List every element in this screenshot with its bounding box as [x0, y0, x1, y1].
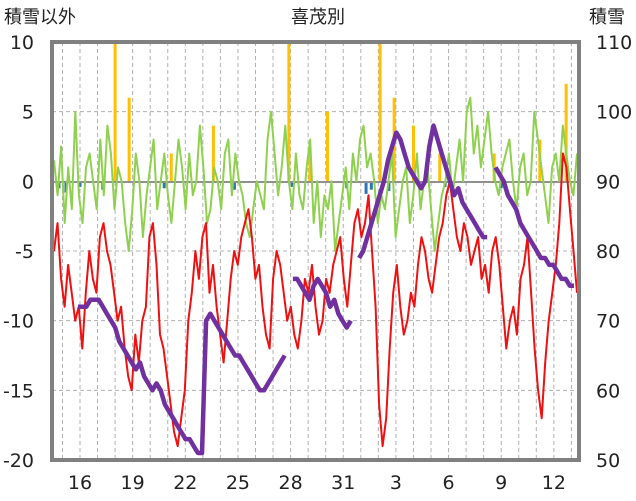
right-tick-label: 60 [596, 380, 620, 402]
bar [564, 83, 568, 182]
bar [169, 153, 173, 182]
right-tick-label: 90 [596, 171, 620, 193]
bar [364, 181, 368, 194]
bar [211, 125, 215, 182]
right-ticks: 110 100 90 80 70 60 50 [596, 32, 632, 472]
x-tick-label: 22 [173, 472, 197, 494]
left-tick-label: -20 [3, 450, 34, 472]
left-tick-label: -15 [3, 380, 34, 402]
x-tick-label: 6 [443, 472, 455, 494]
bar [162, 181, 166, 189]
x-tick-label: 31 [331, 472, 355, 494]
bar [64, 181, 68, 193]
bar [308, 146, 312, 182]
bar [113, 42, 117, 182]
plot-frame [50, 40, 581, 462]
bar [232, 181, 236, 190]
bar [78, 181, 82, 187]
left-tick-label: -5 [15, 241, 34, 263]
series-line-temp_min [53, 152, 578, 448]
bar [127, 97, 131, 182]
right-tick-label: 80 [596, 241, 620, 263]
x-tick-label: 19 [121, 472, 145, 494]
grid [52, 42, 579, 460]
bar [499, 181, 503, 189]
left-tick-label: 10 [10, 32, 34, 54]
left-tick-label: 0 [22, 171, 34, 193]
x-ticks: 16 19 22 25 28 31 3 6 9 12 [68, 472, 566, 494]
series-lines [53, 96, 578, 456]
x-tick-label: 28 [279, 472, 303, 494]
right-axis-label: 積雪 [589, 7, 625, 28]
left-axis-label: 積雪以外 [4, 7, 76, 28]
series-line-snow_depth [78, 123, 574, 456]
right-tick-label: 70 [596, 311, 620, 333]
x-tick-label: 25 [226, 472, 250, 494]
bar [411, 125, 415, 182]
bar [378, 42, 382, 182]
bar [387, 181, 391, 192]
chart-title: 喜茂別 [291, 7, 345, 28]
left-tick-label: -10 [3, 311, 34, 333]
bar [325, 111, 329, 182]
right-tick-label: 110 [596, 32, 632, 54]
bar [369, 181, 373, 190]
x-tick-label: 16 [68, 472, 92, 494]
bar [290, 181, 294, 187]
right-tick-label: 50 [596, 450, 620, 472]
left-tick-label: 5 [22, 102, 34, 124]
x-tick-label: 3 [390, 472, 402, 494]
left-ticks: 10 5 0 -5 -10 -15 -20 [3, 32, 34, 472]
x-tick-label: 9 [495, 472, 507, 494]
bar [287, 42, 291, 182]
bar [438, 153, 442, 182]
right-tick-label: 100 [596, 102, 632, 124]
series-line-temp_max [53, 96, 578, 252]
x-tick-label: 12 [542, 472, 566, 494]
